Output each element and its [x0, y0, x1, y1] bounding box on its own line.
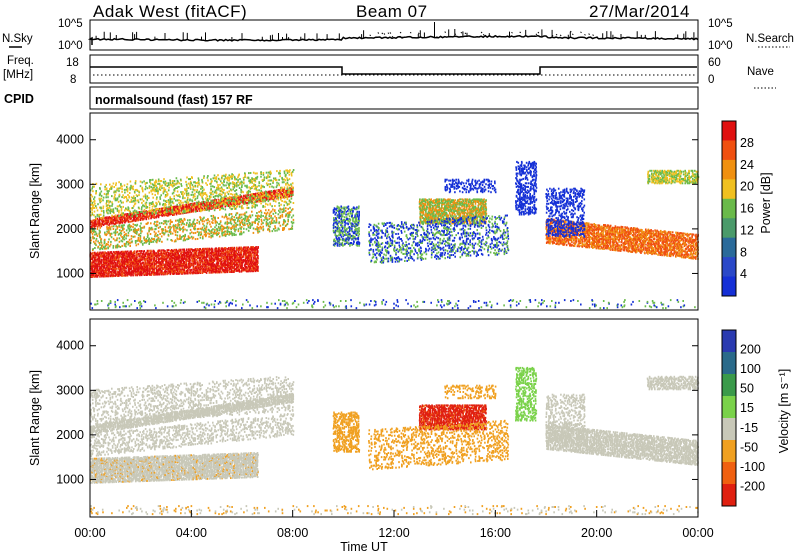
colorbar-segment — [722, 418, 736, 441]
colorbar-tick: -100 — [740, 460, 765, 474]
colorbar-segment — [722, 330, 736, 353]
noise-strip: N.Sky 10^5 10^0 10^5 10^0 N.Search — [2, 18, 794, 52]
ytick-label: 3000 — [56, 383, 84, 397]
ytick-label: 1000 — [56, 472, 84, 486]
noise-left-tick-top: 10^5 — [58, 18, 83, 30]
colorbar-segment — [722, 276, 736, 297]
colorbar-segment — [722, 140, 736, 161]
power-panel: 1000 2000 3000 4000 Slant Range [km] 4 8 12 16… — [28, 112, 773, 311]
noise-right-tick-top: 10^5 — [708, 18, 733, 30]
freq-strip: Freq. [MHz] 18 8 60 0 Nave — [3, 54, 776, 89]
velocity-panel: 1000 2000 3000 4000 Slant Range [km] -200 -1… — [28, 318, 791, 554]
freq-left-tick-top: 18 — [66, 57, 79, 69]
noise-left-tick-bottom: 10^0 — [58, 40, 83, 52]
colorbar-segment — [722, 462, 736, 485]
colorbar-segment — [722, 237, 736, 258]
xtick-label: 12:00 — [378, 526, 409, 540]
nsky-label: N.Sky — [2, 33, 33, 45]
colorbar-segment — [722, 440, 736, 463]
colorbar-segment — [722, 352, 736, 375]
colorbar-tick: 20 — [740, 180, 754, 194]
beam-title: Beam 07 — [356, 2, 428, 21]
power-colorbar-label: Power [dB] — [759, 172, 773, 233]
colorbar-tick: 8 — [740, 245, 747, 259]
xtick-label: 08:00 — [277, 526, 308, 540]
colorbar-segment — [722, 484, 736, 507]
xtick-label: 04:00 — [176, 526, 207, 540]
x-axis-label: Time UT — [340, 540, 388, 554]
colorbar-tick: -200 — [740, 479, 765, 493]
ytick-label: 4000 — [56, 339, 84, 353]
ytick-label: 4000 — [56, 133, 84, 147]
colorbar-tick: 200 — [740, 343, 761, 357]
ytick-label: 2000 — [56, 222, 84, 236]
cpid-text: normalsound (fast) 157 RF — [95, 93, 253, 107]
colorbar-segment — [722, 159, 736, 180]
freq-right-tick-top: 60 — [708, 57, 721, 69]
nsearch-label: N.Search — [746, 33, 794, 45]
velocity-colorbar-label: Velocity [m s⁻¹] — [777, 369, 791, 453]
xtick-label: 20:00 — [581, 526, 612, 540]
colorbar-segment — [722, 374, 736, 397]
nave-label: Nave — [747, 66, 774, 78]
cpid-strip: CPID normalsound (fast) 157 RF — [4, 86, 699, 110]
colorbar-segment — [722, 179, 736, 200]
xtick-label: 00:00 — [74, 526, 105, 540]
ytick-label: 1000 — [56, 266, 84, 280]
colorbar-segment — [722, 121, 736, 141]
colorbar-tick: 4 — [740, 267, 747, 281]
ytick-label: 3000 — [56, 177, 84, 191]
colorbar-tick: 100 — [740, 362, 761, 376]
freq-right-tick-bottom: 0 — [708, 74, 714, 86]
noise-right-tick-bottom: 10^0 — [708, 40, 733, 52]
freq-left-tick-bottom: 8 — [70, 74, 76, 86]
colorbar-tick: 15 — [740, 401, 754, 415]
station-title: Adak West (fitACF) — [93, 2, 247, 21]
colorbar-tick: 12 — [740, 223, 754, 237]
colorbar-segment — [722, 396, 736, 419]
date-title: 27/Mar/2014 — [589, 2, 690, 21]
xtick-label: 00:00 — [682, 526, 713, 540]
colorbar-tick: 24 — [740, 158, 754, 172]
freq-unit: [MHz] — [3, 69, 33, 81]
colorbar-tick: 16 — [740, 202, 754, 216]
freq-label: Freq. — [7, 55, 34, 67]
ytick-label: 2000 — [56, 428, 84, 442]
colorbar-tick: -15 — [740, 421, 758, 435]
colorbar-tick: 28 — [740, 136, 754, 150]
cpid-label: CPID — [4, 92, 34, 106]
velocity-ylabel: Slant Range [km] — [28, 370, 42, 466]
xtick-label: 16:00 — [480, 526, 511, 540]
colorbar-segment — [722, 257, 736, 278]
colorbar-tick: -50 — [740, 440, 758, 454]
colorbar-tick: 50 — [740, 382, 754, 396]
colorbar-segment — [722, 218, 736, 239]
power-ylabel: Slant Range [km] — [28, 163, 42, 259]
colorbar-segment — [722, 198, 736, 219]
